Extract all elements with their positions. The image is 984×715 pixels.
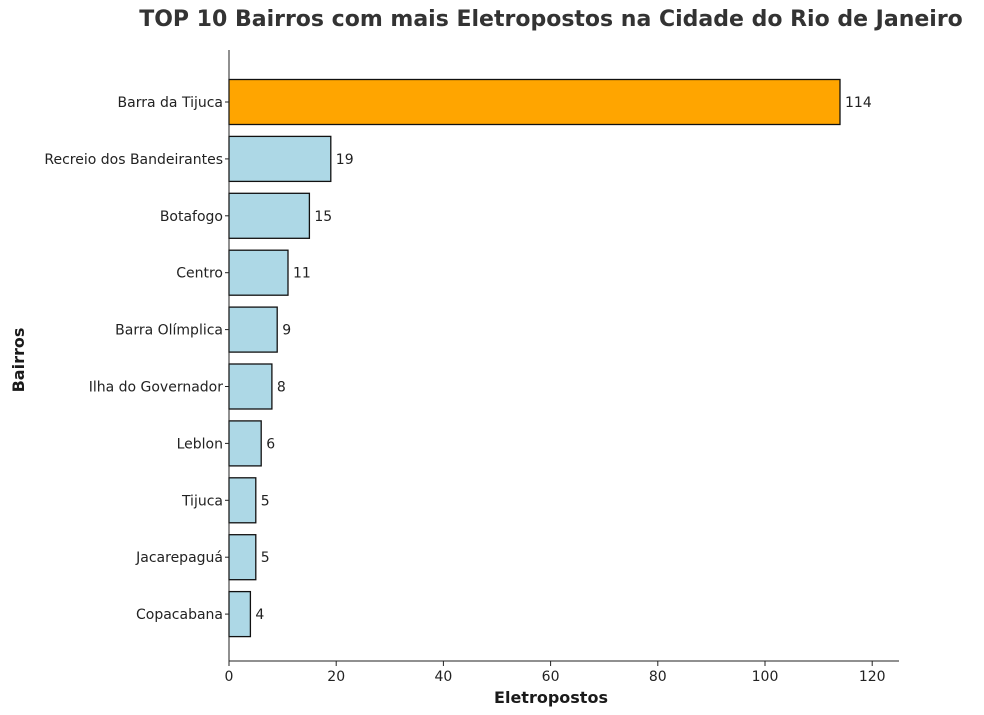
data-label-1: 114: [845, 95, 872, 111]
x-tick-label-6: 100: [752, 669, 779, 685]
x-tick-label-1: 0: [225, 669, 234, 685]
y-tick-label-1: Barra da Tijuca: [118, 95, 223, 111]
bar-5: [228, 306, 278, 353]
y-tick-label-3: Botafogo: [160, 209, 223, 225]
x-ticks: 0 20 40 60 80 100 120: [225, 661, 886, 685]
bar-6: [228, 363, 273, 410]
x-tick-label-4: 60: [542, 669, 560, 685]
y-tick-label-4: Centro: [176, 266, 223, 282]
data-label-9: 5: [261, 550, 270, 566]
x-axis-title: Eletropostos: [494, 688, 608, 707]
chart-title: TOP 10 Bairros com mais Eletropostos na …: [139, 7, 963, 32]
bar-9: [228, 534, 257, 581]
y-tick-label-10: Copacabana: [136, 607, 223, 623]
y-tick-label-8: Tijuca: [181, 493, 223, 509]
y-tick-label-5: Barra Olímplica: [115, 323, 223, 339]
bars-group: 114 19 15 11 9 8 6 5 5 4: [228, 78, 872, 638]
bar-7: [228, 420, 262, 467]
x-tick-label-5: 80: [649, 669, 667, 685]
data-label-4: 11: [293, 266, 311, 282]
bar-2: [228, 135, 332, 183]
y-tick-label-9: Jacarepaguá: [135, 550, 223, 566]
bar-8: [228, 477, 257, 524]
bar-10: [228, 590, 252, 638]
x-tick-label-3: 40: [434, 669, 452, 685]
bar-3: [228, 192, 311, 239]
data-label-6: 8: [277, 380, 286, 396]
y-tick-label-6: Ilha do Governador: [89, 380, 224, 396]
data-label-5: 9: [282, 323, 291, 339]
y-tick-label-7: Leblon: [177, 436, 223, 452]
y-tick-labels: Barra da Tijuca Recreio dos Bandeirantes B…: [44, 95, 229, 623]
data-label-3: 15: [314, 209, 332, 225]
bar-4: [228, 249, 289, 296]
data-label-2: 19: [336, 152, 354, 168]
data-label-10: 4: [255, 607, 264, 623]
y-axis-title: Bairros: [9, 328, 28, 393]
bar-1: [228, 78, 841, 126]
data-label-8: 5: [261, 493, 270, 509]
y-tick-label-2: Recreio dos Bandeirantes: [44, 152, 223, 168]
x-tick-label-7: 120: [859, 669, 886, 685]
x-tick-label-2: 20: [327, 669, 345, 685]
data-label-7: 6: [266, 436, 275, 452]
